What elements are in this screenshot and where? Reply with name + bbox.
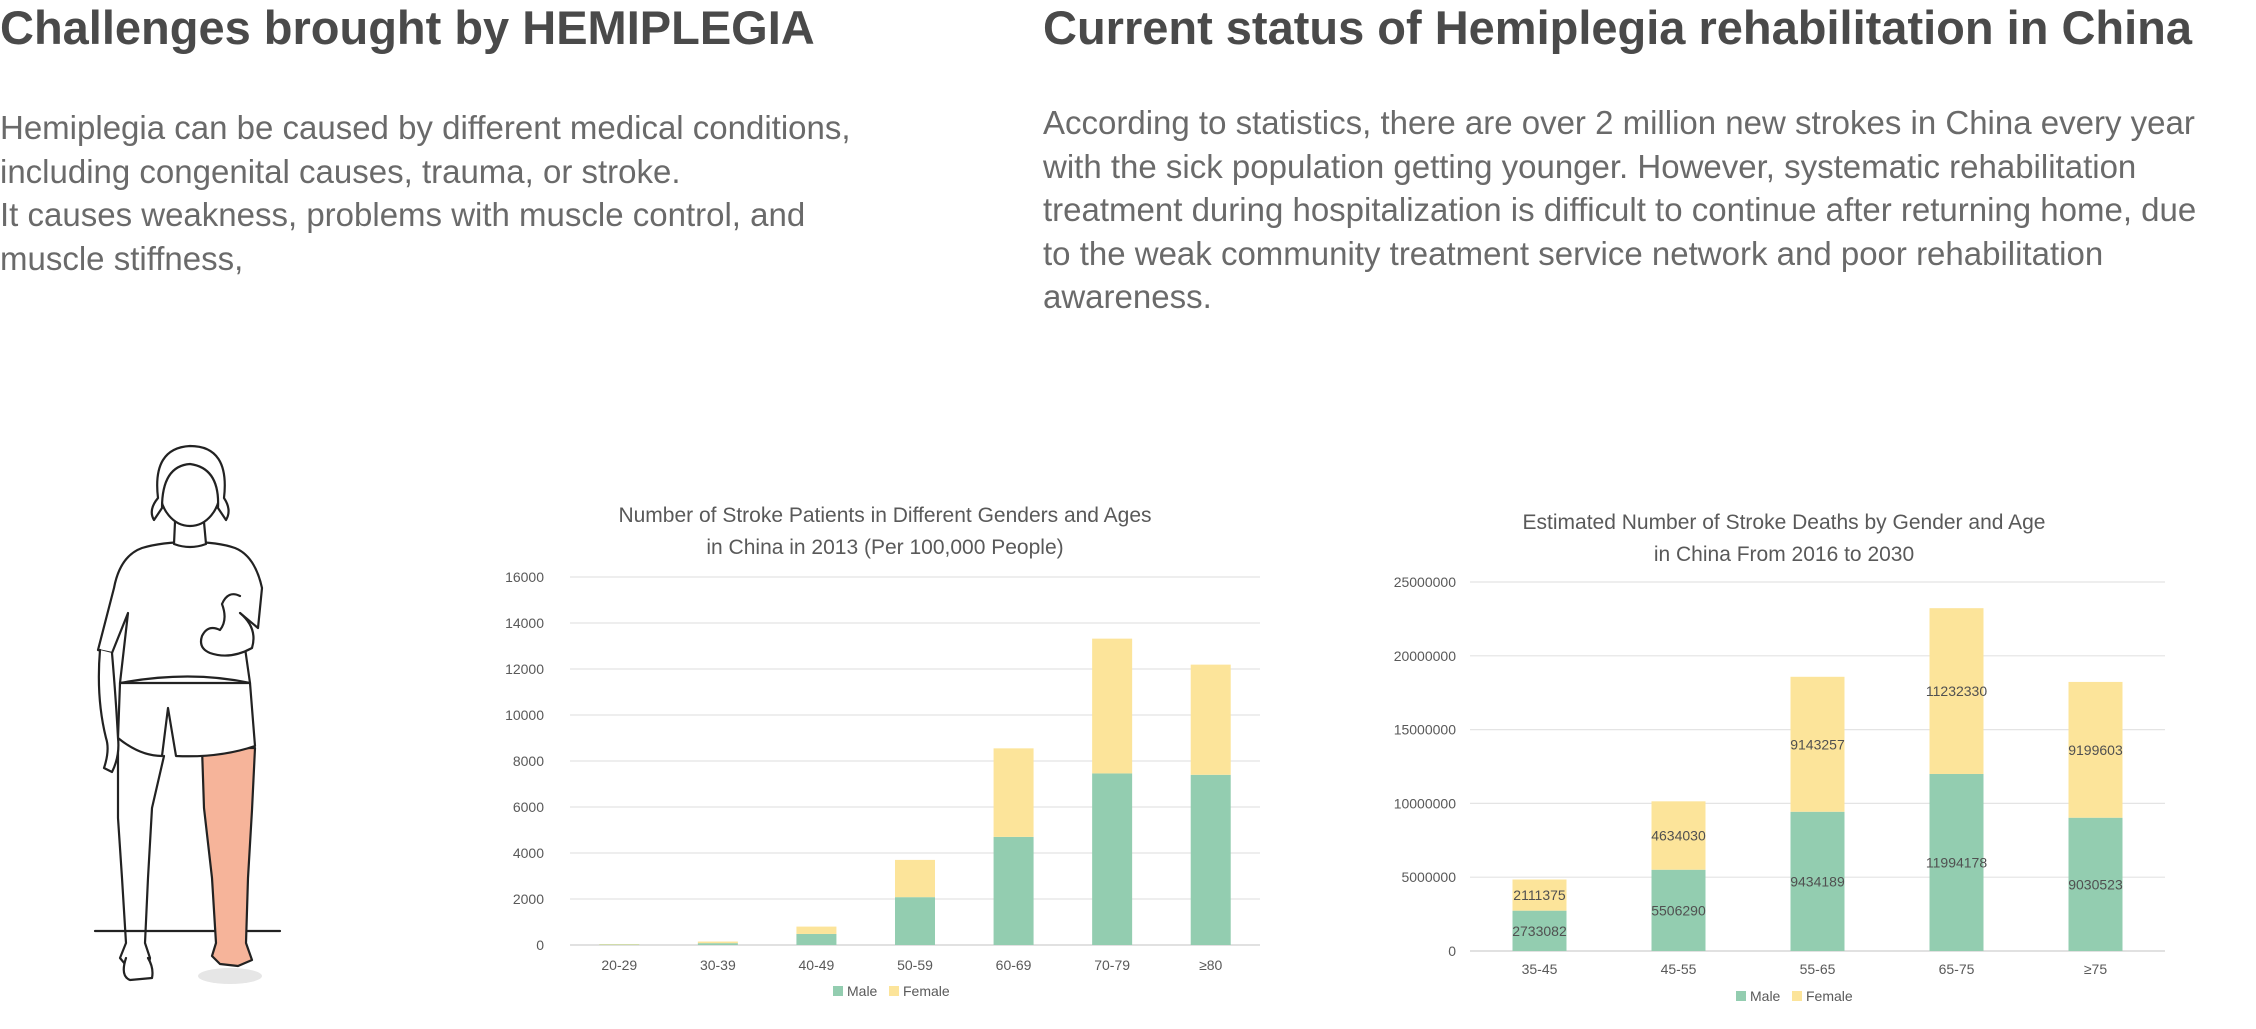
bar-female [895,859,935,898]
bar-male [1929,773,1984,951]
y-tick-label: 4000 [513,845,544,861]
hemiplegia-person-illustration-icon [93,444,282,984]
y-tick-label: 5000000 [1401,869,1456,885]
bar-male [599,944,640,946]
y-tick-label: 2000 [513,891,544,907]
bar-female [993,748,1034,837]
left-paragraph-line: Hemiplegia can be caused by different me… [0,109,851,146]
left-foot [122,956,154,982]
bar-female [1512,879,1567,911]
legend-label: Female [903,983,950,999]
hanging-arm [97,648,120,774]
y-tick-label: 14000 [505,615,544,631]
y-tick-label: 15000000 [1394,722,1457,738]
bar-female [1790,676,1845,812]
data-label: 5506290 [1651,902,1706,918]
data-label: 2733082 [1512,923,1567,939]
right-heading: Current status of Hemiplegia rehabilitat… [1043,1,2193,54]
legend-label: Male [1750,988,1781,1004]
x-category-label: 60-69 [996,957,1032,973]
bar-female [697,941,738,944]
left-paragraph-line: muscle stiffness, [0,239,244,277]
hair [150,444,230,522]
chart-title-line: Estimated Number of Stroke Deaths by Gen… [1523,511,2046,534]
bar-female [1929,608,1984,774]
bar-female [1190,664,1231,775]
data-label: 9143257 [1790,736,1845,752]
bar-male [895,897,935,945]
x-category-label: 30-39 [700,957,736,973]
legend-swatch-male [1736,991,1746,1001]
y-tick-label: 8000 [513,753,544,769]
left-paragraph-line: including congenital causes, trauma, or … [0,152,681,190]
shorts [116,681,257,758]
legend-swatch-male [833,986,843,996]
left-paragraph-line: It causes weakness, problems with muscle… [0,196,806,233]
right-paragraph-line: awareness. [1043,278,1212,315]
x-category-label: 55-65 [1800,961,1836,977]
bar-male [1790,811,1845,951]
bar-male [697,943,738,945]
bar-male [1190,774,1231,945]
data-label: 9030523 [2068,876,2123,892]
x-category-label: 40-49 [799,957,835,973]
data-label: 2111375 [1513,887,1566,903]
left-paragraph: Hemiplegia can be caused by different me… [0,106,851,280]
data-label: 11994178 [1926,854,1987,870]
y-tick-label: 10000000 [1394,795,1457,811]
legend-swatch-female [889,986,899,996]
left-heading: Challenges brought by HEMIPLEGIA [0,1,815,54]
bar-female [2068,681,2123,818]
bar-male [1651,869,1706,951]
foot-shadow [198,968,262,984]
x-category-label: ≥80 [1199,957,1222,973]
bent-arm [199,593,255,657]
data-label: 9199603 [2068,742,2123,758]
unaffected-leg [116,736,166,972]
x-category-label: ≥75 [2084,961,2107,977]
y-tick-label: 20000000 [1394,648,1457,664]
bar-female [796,926,837,934]
bar-female [1092,638,1133,774]
neck [172,520,208,549]
right-paragraph-line: According to statistics, there are over … [1043,104,2195,141]
y-tick-label: 0 [536,937,544,953]
bar-male [2068,817,2123,951]
x-category-label: 50-59 [897,957,933,973]
data-label: 4634030 [1651,828,1706,844]
legend-swatch-female [1792,991,1802,1001]
x-category-label: 70-79 [1094,957,1130,973]
right-paragraph-line: to the weak community treatment service … [1043,234,2104,272]
chart-title-line: in China in 2013 (Per 100,000 People) [706,536,1063,559]
right-paragraph: According to statistics, there are over … [1043,101,2196,319]
x-category-label: 35-45 [1522,961,1558,977]
bar-female [599,944,640,945]
y-tick-label: 16000 [505,569,544,585]
bar-male [993,836,1034,945]
x-category-label: 20-29 [601,957,637,973]
y-tick-label: 0 [1448,943,1456,959]
chart-title-line: Number of Stroke Patients in Different G… [618,504,1151,527]
data-label: 11232330 [1926,683,1987,699]
bar-male [1512,910,1567,951]
data-label: 9434189 [1790,873,1845,889]
bar-male [796,933,837,945]
legend-label: Male [847,983,878,999]
stroke-patients-chart: Number of Stroke Patients in Different G… [505,504,1260,999]
y-tick-label: 10000 [505,707,544,723]
legend-label: Female [1806,988,1853,1004]
y-tick-label: 6000 [513,799,544,815]
chart-title-line: in China From 2016 to 2030 [1654,543,1914,566]
bar-male [1092,773,1133,945]
right-paragraph-line: with the sick population getting younger… [1043,147,2137,185]
x-category-label: 45-55 [1661,961,1697,977]
affected-leg [200,746,257,968]
bar-female [1651,801,1706,870]
y-tick-label: 12000 [505,661,544,677]
right-paragraph-line: treatment during hospitalization is diff… [1043,191,2197,228]
stroke-deaths-chart: Estimated Number of Stroke Deaths by Gen… [1394,511,2165,1004]
x-category-label: 65-75 [1939,961,1975,977]
y-tick-label: 25000000 [1394,574,1457,590]
